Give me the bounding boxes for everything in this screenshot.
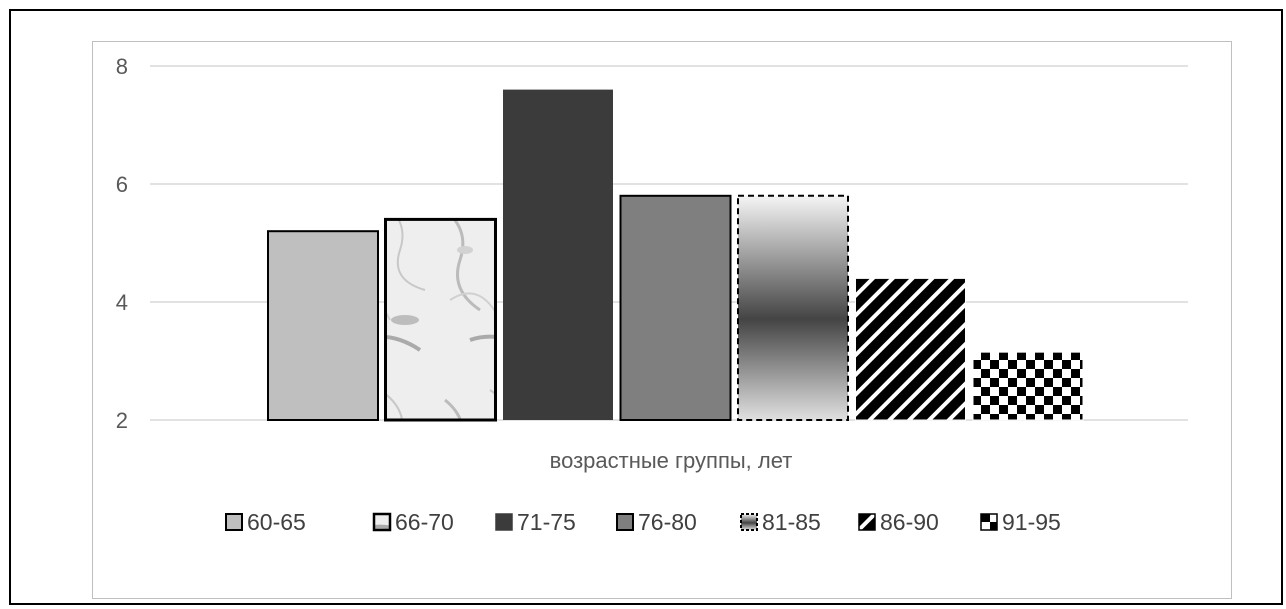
legend-label: 71-75 [517,509,576,535]
legend-swatch [980,513,998,531]
legend-label: 60-65 [247,509,306,535]
bars [267,89,1084,422]
bar-86-90 [855,277,966,421]
legend-swatch [616,513,634,531]
bar-60-65 [267,230,379,421]
legend-swatch [858,513,876,531]
bar-91-95 [972,351,1084,421]
legend-swatch [740,513,758,531]
legend-label: 81-85 [762,509,821,535]
legend-label: 66-70 [395,509,454,535]
legend-label: 76-80 [638,509,697,535]
bar-66-70 [384,217,497,422]
bar-81-85 [737,194,849,421]
y-tick-label: 2 [116,408,128,433]
y-tick-label: 4 [116,290,128,315]
legend: 60-65 66-70 71-75 76-80 81-85 86-90 91-95 [225,509,1061,535]
legend-swatch [372,512,392,532]
y-tick-label: 8 [116,54,128,79]
y-tick-label: 6 [116,172,128,197]
bar-71-75 [503,89,613,420]
bar-76-80 [619,194,732,421]
legend-swatch [225,513,243,531]
y-axis-ticks: 2 4 6 8 [116,54,128,433]
x-axis-title: возрастные группы, лет [550,448,793,473]
legend-label: 86-90 [880,509,939,535]
legend-label: 91-95 [1002,509,1061,535]
legend-swatch [495,513,513,531]
